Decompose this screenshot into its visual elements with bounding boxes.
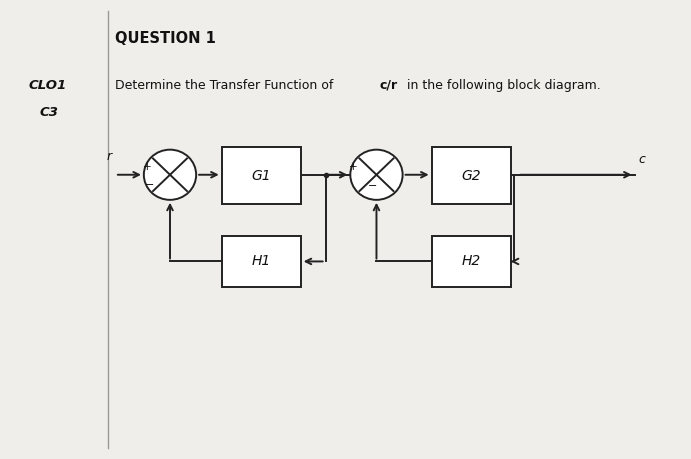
Text: c: c (638, 153, 645, 166)
Bar (431, 147, 511, 204)
Text: G2: G2 (462, 169, 481, 183)
Text: c/r: c/r (380, 79, 398, 92)
Bar (222, 236, 301, 286)
Text: QUESTION 1: QUESTION 1 (115, 31, 216, 46)
Bar (222, 147, 301, 204)
Text: r: r (106, 151, 111, 163)
Text: +: + (350, 162, 358, 172)
Text: +: + (143, 162, 151, 172)
Ellipse shape (350, 150, 403, 200)
Text: H2: H2 (462, 254, 481, 269)
Text: CLO1: CLO1 (29, 79, 67, 92)
Text: G1: G1 (252, 169, 271, 183)
Text: −: − (144, 180, 154, 190)
Text: −: − (368, 181, 378, 191)
Text: H1: H1 (252, 254, 271, 269)
Ellipse shape (144, 150, 196, 200)
Text: in the following block diagram.: in the following block diagram. (403, 79, 600, 92)
Bar (431, 236, 511, 286)
Text: Determine the Transfer Function of: Determine the Transfer Function of (115, 79, 337, 92)
Text: C3: C3 (39, 106, 58, 119)
